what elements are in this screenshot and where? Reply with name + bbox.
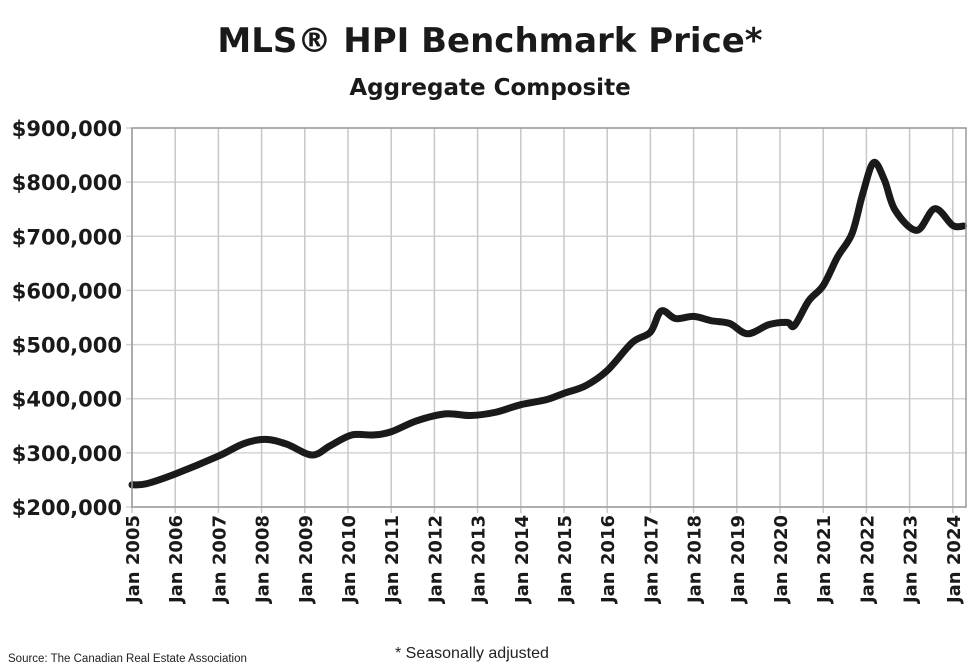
y-tick-label: $400,000 (12, 388, 122, 412)
y-axis: $200,000 $300,000 $400,000 $500,000 $600,000… (12, 117, 122, 520)
plot-border (131, 127, 967, 508)
x-tick-label: Jan 2022 (857, 515, 878, 605)
x-tick-label: Jan 2021 (814, 515, 835, 605)
grid (126, 127, 966, 513)
x-tick-label: Jan 2011 (382, 515, 403, 605)
x-tick-label: Jan 2007 (209, 515, 230, 605)
y-tick-label: $900,000 (12, 117, 122, 141)
y-tick-label: $700,000 (12, 225, 122, 249)
x-tick-label: Jan 2008 (253, 515, 274, 605)
x-tick-label: Jan 2018 (685, 515, 706, 605)
x-tick-label: Jan 2013 (469, 515, 490, 605)
y-tick-label: $500,000 (12, 334, 122, 358)
chart-title: MLS® HPI Benchmark Price* (217, 21, 762, 61)
x-tick-label: Jan 2010 (339, 515, 360, 605)
seasonally-adjusted-note: * Seasonally adjusted (395, 645, 549, 662)
series-line (128, 158, 968, 489)
y-tick-label: $300,000 (12, 442, 122, 466)
x-tick-label: Jan 2023 (901, 515, 922, 605)
x-tick-label: Jan 2019 (728, 515, 749, 605)
x-axis: Jan 2005 Jan 2006 Jan 2007 Jan 2008 Jan 2009… (123, 515, 965, 605)
x-tick-label: Jan 2009 (296, 515, 317, 605)
y-tick-label: $200,000 (12, 496, 122, 520)
x-tick-label: Jan 2014 (512, 515, 533, 605)
x-tick-label: Jan 2020 (771, 515, 792, 605)
x-tick-label: Jan 2006 (166, 515, 187, 605)
x-tick-label: Jan 2017 (641, 515, 662, 605)
x-tick-label: Jan 2016 (598, 515, 619, 605)
x-tick-label: Jan 2012 (425, 515, 446, 605)
x-tick-label: Jan 2015 (555, 515, 576, 605)
source-text: Source: The Canadian Real Estate Associa… (8, 653, 247, 665)
x-tick-label: Jan 2024 (944, 515, 965, 605)
y-tick-label: $600,000 (12, 279, 122, 303)
chart-subtitle: Aggregate Composite (349, 75, 630, 101)
x-tick-label: Jan 2005 (123, 515, 144, 605)
y-tick-label: $800,000 (12, 171, 122, 195)
